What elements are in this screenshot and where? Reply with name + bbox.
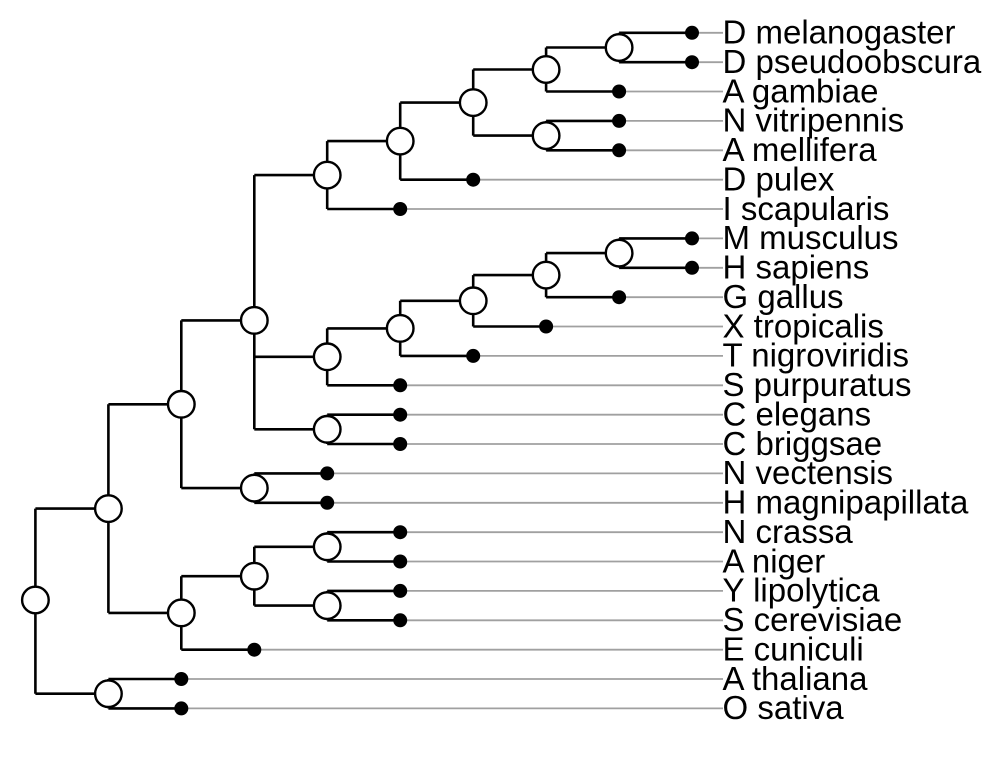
- svg-text:D melanogaster: D melanogaster: [723, 14, 956, 51]
- svg-text:N crassa: N crassa: [723, 513, 854, 550]
- svg-text:C elegans: C elegans: [723, 396, 872, 433]
- svg-text:N vitripennis: N vitripennis: [723, 102, 905, 139]
- svg-text:A gambiae: A gambiae: [723, 72, 879, 109]
- svg-text:S purpuratus: S purpuratus: [723, 366, 912, 403]
- svg-text:E cuniculi: E cuniculi: [723, 631, 864, 668]
- svg-text:T nigroviridis: T nigroviridis: [723, 337, 909, 374]
- svg-text:M musculus: M musculus: [723, 219, 899, 256]
- svg-text:D pseudoobscura: D pseudoobscura: [723, 43, 982, 80]
- svg-text:O sativa: O sativa: [723, 689, 845, 726]
- svg-text:H magnipapillata: H magnipapillata: [723, 484, 969, 521]
- svg-text:A niger: A niger: [723, 542, 826, 579]
- svg-text:N vectensis: N vectensis: [723, 454, 894, 491]
- svg-text:Y lipolytica: Y lipolytica: [723, 572, 881, 609]
- svg-text:X tropicalis: X tropicalis: [723, 307, 884, 344]
- svg-text:H sapiens: H sapiens: [723, 249, 870, 286]
- svg-text:I scapularis: I scapularis: [723, 190, 890, 227]
- svg-text:S cerevisiae: S cerevisiae: [723, 601, 903, 638]
- svg-text:G gallus: G gallus: [723, 278, 844, 315]
- svg-text:A thaliana: A thaliana: [723, 660, 869, 697]
- svg-text:A mellifera: A mellifera: [723, 131, 878, 168]
- svg-text:C briggsae: C briggsae: [723, 425, 883, 462]
- svg-text:D pulex: D pulex: [723, 161, 835, 198]
